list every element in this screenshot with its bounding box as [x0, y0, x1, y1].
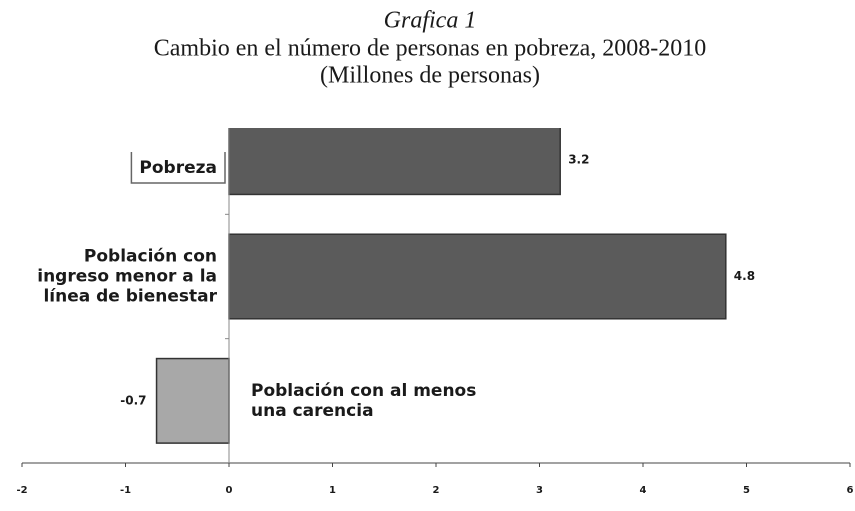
units-label: (Millones de personas) — [320, 63, 540, 89]
value-label: 3.2 — [568, 153, 589, 167]
x-tick-label: -1 — [120, 485, 131, 496]
category-label: Población con al menos — [251, 381, 476, 401]
x-tick-label: 0 — [226, 485, 233, 496]
value-label: 4.8 — [734, 269, 755, 283]
x-tick-label: 1 — [329, 485, 336, 496]
x-tick-label: 4 — [640, 485, 647, 496]
x-tick-label: 6 — [847, 485, 854, 496]
category-label: Población con — [84, 247, 217, 267]
plot — [155, 128, 727, 444]
category-label: ingreso menor a la — [37, 267, 217, 287]
value-label: -0.7 — [120, 393, 146, 407]
category-label: una carencia — [251, 401, 374, 421]
category-label: Pobreza — [139, 158, 217, 178]
category-box — [130, 152, 226, 184]
x-tick-label: 5 — [743, 485, 750, 496]
bar — [228, 233, 727, 320]
chart-subtitle: Cambio en el número de personas en pobre… — [154, 36, 707, 62]
x-tick-label: 2 — [433, 485, 440, 496]
x-tick-label: 3 — [536, 485, 543, 496]
x-tick-label: -2 — [16, 485, 27, 496]
category-label: línea de bienestar — [43, 287, 217, 307]
bar — [228, 128, 561, 196]
chart-title: Grafica 1 — [384, 8, 477, 34]
bar — [155, 357, 230, 444]
